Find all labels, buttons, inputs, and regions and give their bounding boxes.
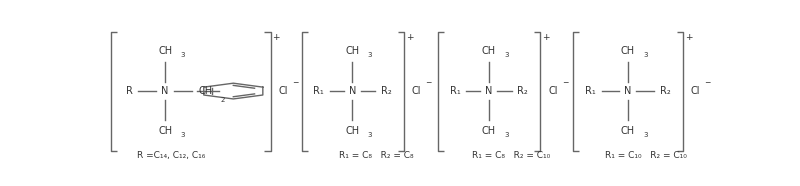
Text: 3: 3 bbox=[504, 132, 509, 138]
Text: R₁ = C₈   R₂ = C₁₀: R₁ = C₈ R₂ = C₁₀ bbox=[472, 151, 550, 160]
Text: 3: 3 bbox=[181, 132, 185, 138]
Text: CH: CH bbox=[482, 126, 496, 136]
Text: +: + bbox=[272, 33, 280, 42]
Text: CH: CH bbox=[482, 46, 496, 56]
Text: CH: CH bbox=[198, 86, 213, 96]
Text: +: + bbox=[406, 33, 413, 42]
Text: R₂: R₂ bbox=[381, 86, 392, 96]
Text: Cl: Cl bbox=[548, 86, 558, 96]
Text: CH: CH bbox=[621, 126, 634, 136]
Text: N: N bbox=[485, 86, 493, 96]
Text: CH: CH bbox=[158, 126, 172, 136]
Text: +: + bbox=[542, 33, 550, 42]
Text: 3: 3 bbox=[368, 52, 372, 58]
Text: R₁ = C₈   R₂ = C₈: R₁ = C₈ R₂ = C₈ bbox=[338, 151, 414, 160]
Text: 3: 3 bbox=[181, 52, 185, 58]
Text: 3: 3 bbox=[643, 132, 648, 138]
Text: 3: 3 bbox=[368, 132, 372, 138]
Text: 3: 3 bbox=[504, 52, 509, 58]
Text: CH: CH bbox=[346, 126, 359, 136]
Text: CH: CH bbox=[621, 46, 634, 56]
Text: N: N bbox=[349, 86, 356, 96]
Text: 2: 2 bbox=[220, 97, 225, 103]
Text: −: − bbox=[705, 78, 711, 87]
Text: R₁: R₁ bbox=[314, 86, 324, 96]
Text: R₂: R₂ bbox=[518, 86, 528, 96]
Text: R₁ = C₁₀   R₂ = C₁₀: R₁ = C₁₀ R₂ = C₁₀ bbox=[606, 151, 687, 160]
Text: Cl: Cl bbox=[278, 86, 288, 96]
Text: R =C₁₄, C₁₂, C₁₆: R =C₁₄, C₁₂, C₁₆ bbox=[138, 151, 206, 160]
Text: Cl: Cl bbox=[412, 86, 422, 96]
Text: R₁: R₁ bbox=[450, 86, 461, 96]
Text: 3: 3 bbox=[643, 52, 648, 58]
Text: N: N bbox=[624, 86, 631, 96]
Text: R₂: R₂ bbox=[660, 86, 671, 96]
Text: CH: CH bbox=[346, 46, 359, 56]
Text: −: − bbox=[426, 78, 432, 87]
Text: +: + bbox=[685, 33, 692, 42]
Text: −: − bbox=[562, 78, 568, 87]
Text: CH: CH bbox=[158, 46, 172, 56]
Text: Cl: Cl bbox=[691, 86, 700, 96]
Text: −: − bbox=[292, 78, 298, 87]
Text: R₁: R₁ bbox=[585, 86, 596, 96]
Text: R: R bbox=[126, 86, 133, 96]
Text: N: N bbox=[162, 86, 169, 96]
